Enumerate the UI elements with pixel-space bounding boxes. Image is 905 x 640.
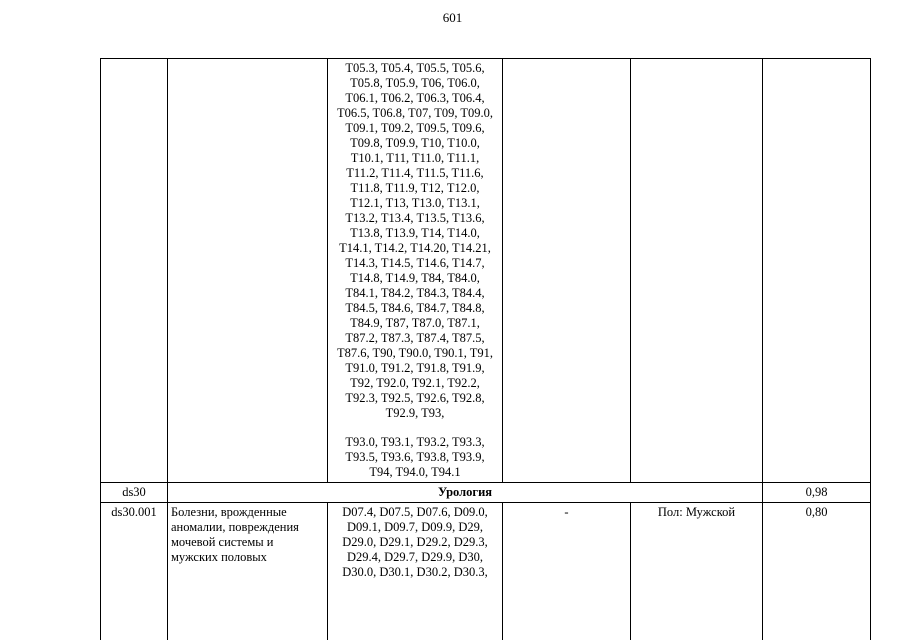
cell-codes: T05.3, T05.4, T05.5, T05.6, T05.8, T05.9… [327,58,503,483]
detail-value: 0,80 [762,502,871,640]
table-row-detail: ds30.001 Болезни, врожденные аномалии, п… [100,502,871,640]
section-value: 0,98 [762,482,871,503]
detail-gender: Пол: Мужской [630,502,763,640]
detail-criteria: - [502,502,631,640]
page-number: 601 [442,10,463,25]
codes-block-2: T93.0, T93.1, T93.2, T93.3, T93.5, T93.6… [345,435,485,479]
codes-block-1: T05.3, T05.4, T05.5, T05.6, T05.8, T05.9… [336,61,494,420]
detail-description: Болезни, врожденные аномалии, повреждени… [167,502,328,640]
cell-value-empty [762,58,871,483]
table-row-section: ds30 Урология 0,98 [100,482,871,503]
detail-codes: D07.4, D07.5, D07.6, D09.0, D09.1, D09.7… [327,502,503,640]
cell-gender-empty [630,58,763,483]
section-title: Урология [167,482,763,503]
table-row-continuation: T05.3, T05.4, T05.5, T05.6, T05.8, T05.9… [100,58,871,483]
cell-description-empty [167,58,328,483]
cell-criteria-empty [502,58,631,483]
detail-id: ds30.001 [100,502,168,640]
diagnosis-table: T05.3, T05.4, T05.5, T05.6, T05.8, T05.9… [100,58,871,640]
section-id: ds30 [100,482,168,503]
cell-id-empty [100,58,168,483]
